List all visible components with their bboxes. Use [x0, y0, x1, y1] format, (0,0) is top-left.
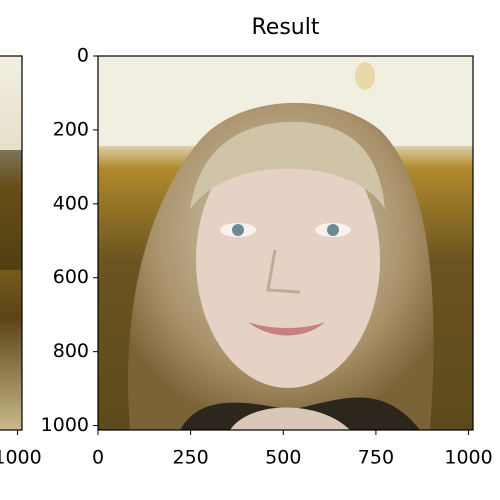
image [0, 56, 22, 430]
x-tick-label: 1000 [444, 447, 492, 469]
y-tick-label: 800 [53, 340, 89, 362]
axes-frame [0, 55, 23, 431]
x-tick-label: 250 [173, 447, 209, 469]
x-tick-label: 1000 [0, 447, 42, 469]
y-tick-label: 1000 [41, 414, 89, 436]
x-tick-label: 500 [265, 447, 301, 469]
x-tick-label: 0 [92, 447, 104, 469]
axes-frame [97, 55, 474, 431]
y-tick-label: 0 [77, 45, 89, 67]
x-tick-label: 750 [358, 447, 394, 469]
y-tick-label: 600 [53, 266, 89, 288]
left-panel: 1000 [0, 55, 42, 469]
y-tick-label: 400 [53, 192, 89, 214]
image [98, 56, 473, 430]
y-tick-label: 200 [53, 118, 89, 140]
chart-title: Result [252, 15, 320, 40]
